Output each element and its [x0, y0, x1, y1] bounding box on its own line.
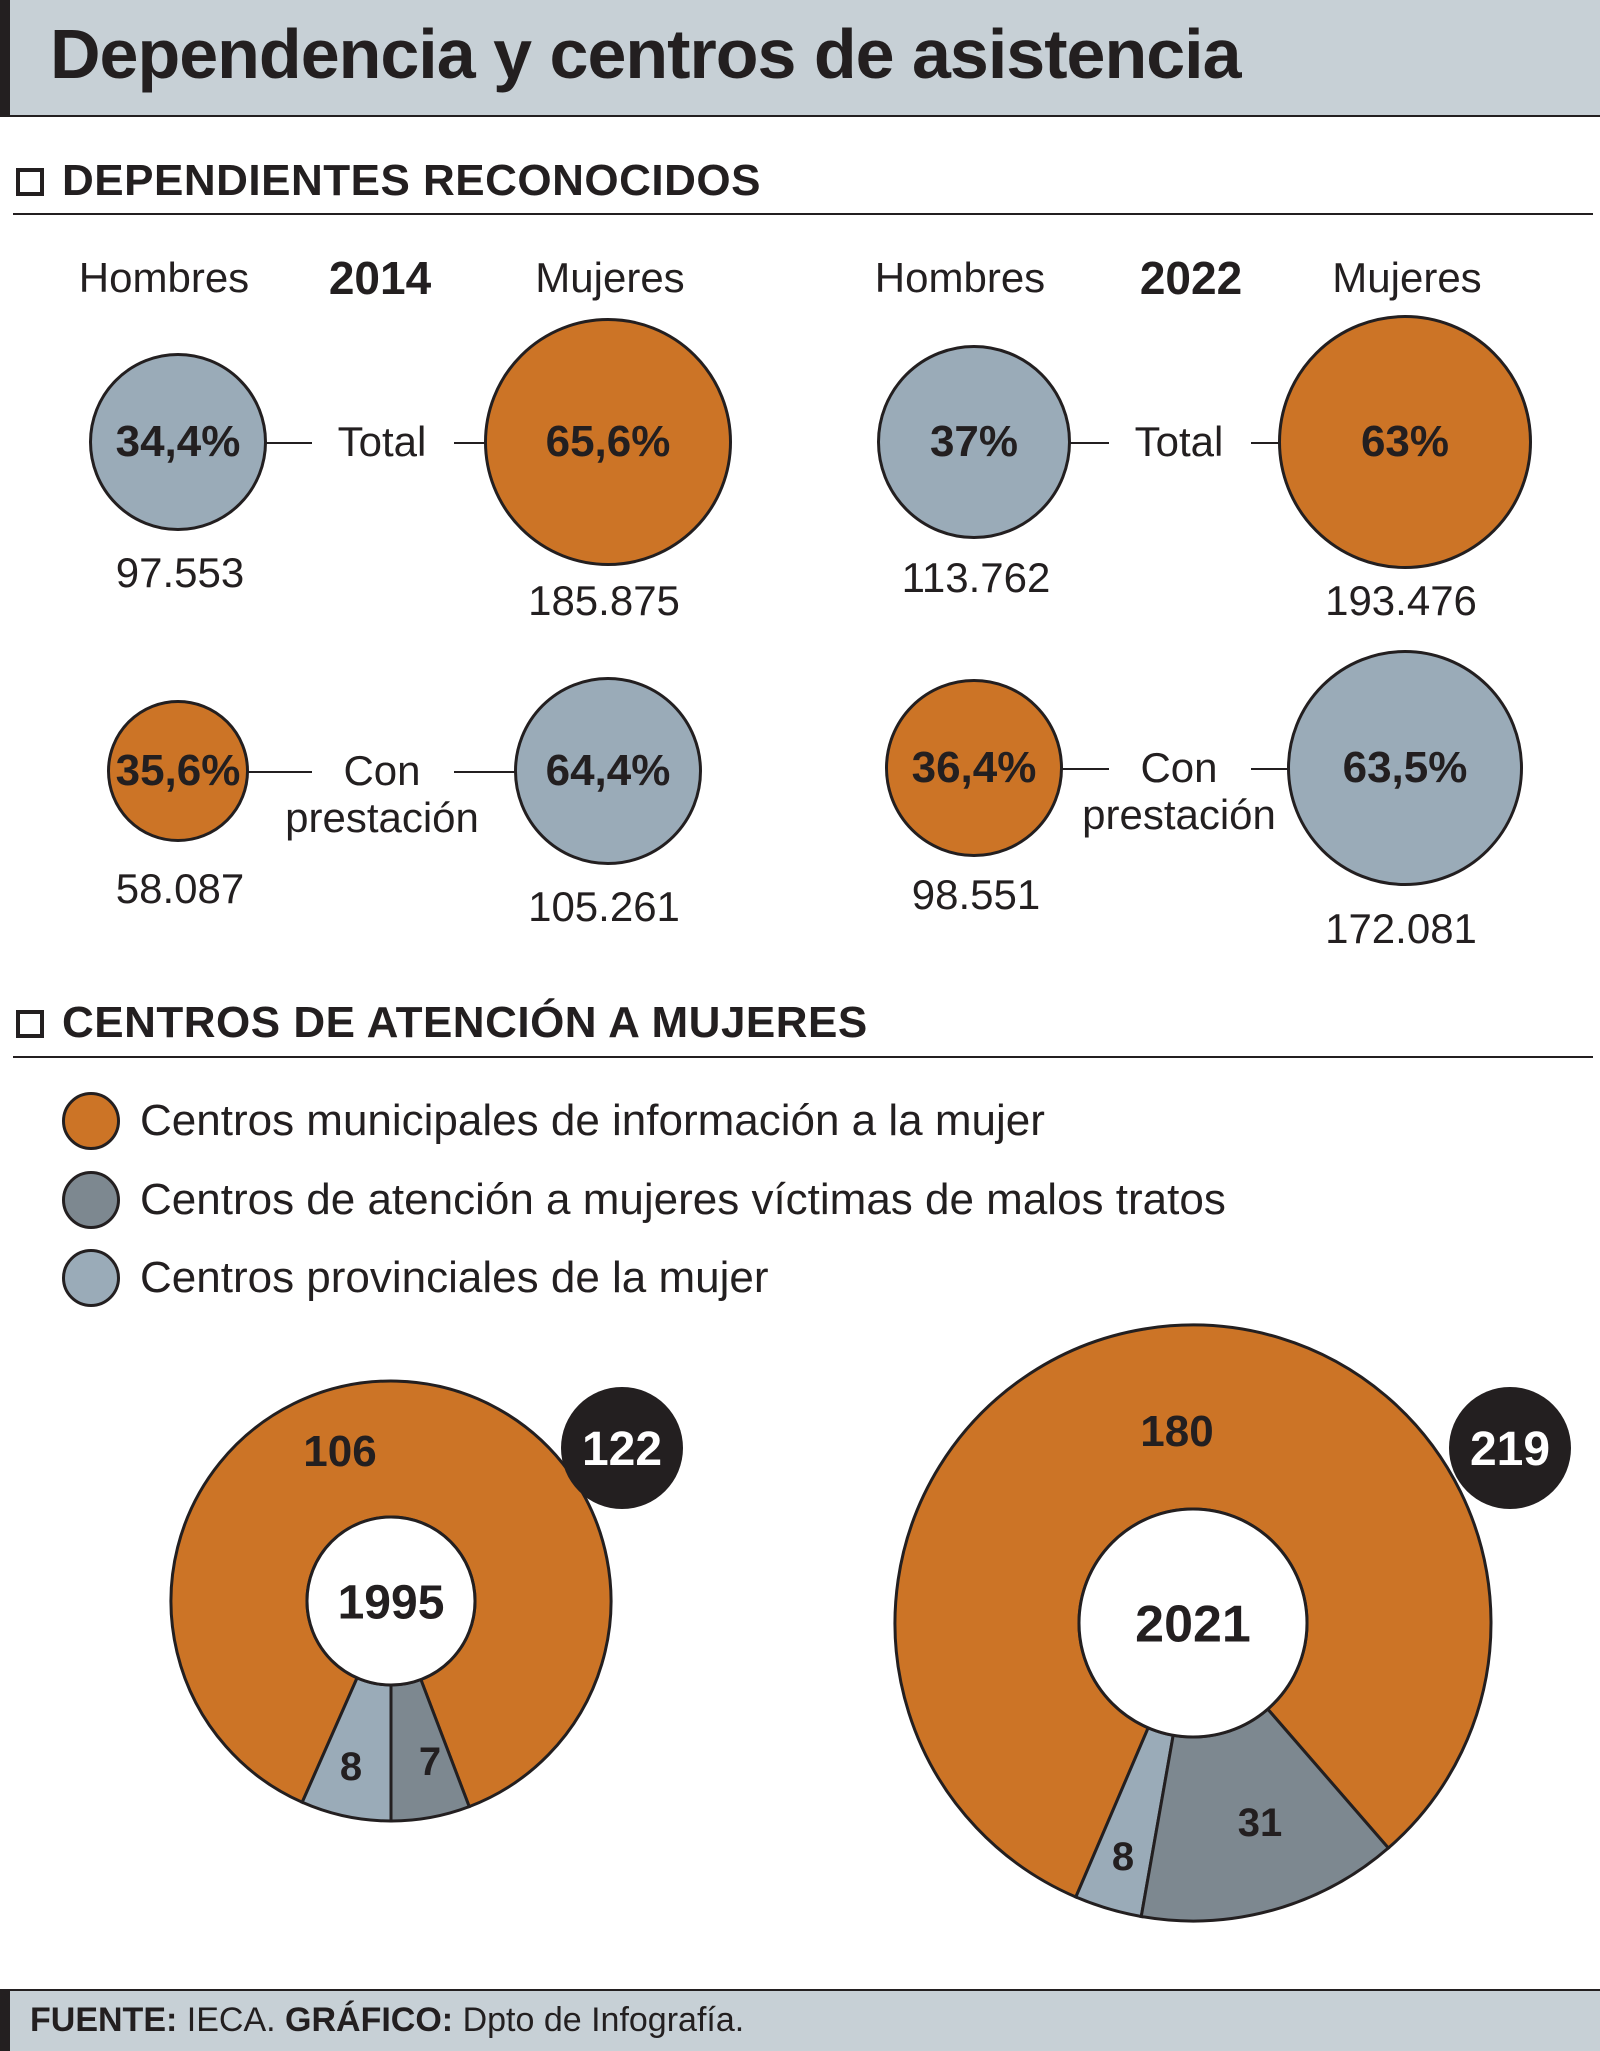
mujeres-total-pct: 65,6% [545, 417, 671, 466]
donut-hole [1077, 1507, 1309, 1739]
year-label: 2022 [1139, 252, 1243, 304]
slice-value-label: 7 [419, 1740, 441, 1784]
year-label: 2014 [328, 252, 432, 304]
connector-line [1251, 768, 1291, 770]
hombres-prestacion-count: 98.551 [911, 871, 1041, 918]
mujeres-total-pct: 63% [1360, 417, 1450, 466]
slice-value-label: 180 [1140, 1407, 1213, 1456]
hombres-total-count: 97.553 [115, 549, 245, 596]
section-title-dependientes: DEPENDIENTES RECONOCIDOS [62, 156, 761, 205]
con-label: Con [343, 747, 421, 794]
donut-year-label: 1995 [338, 1576, 445, 1629]
mujeres-total-circle: 63% [1278, 315, 1532, 569]
mujeres-total-circle: 65,6% [484, 318, 732, 566]
slice-value-label: 8 [1112, 1835, 1134, 1879]
mujeres-label: Mujeres [535, 254, 685, 301]
connector-line [1067, 442, 1109, 444]
mujeres-prestacion-circle: 64,4% [514, 677, 702, 865]
total-badge [1449, 1387, 1571, 1509]
mujeres-total-count: 193.476 [1325, 577, 1477, 624]
source-value: IECA. [177, 2001, 286, 2039]
hombres-prestacion-count: 58.087 [115, 865, 245, 912]
footer-band [0, 1989, 1600, 2051]
section-square-icon [16, 168, 44, 196]
section-divider [13, 213, 1593, 215]
prestacion-label: prestación [285, 794, 479, 841]
connector-line [263, 442, 312, 444]
footer-accent-bar [0, 1991, 10, 2051]
mujeres-prestacion-pct: 63,5% [1342, 743, 1468, 792]
section-title-centros: CENTROS DE ATENCIÓN A MUJERES [62, 998, 868, 1047]
mujeres-label: Mujeres [1332, 254, 1482, 301]
hombres-prestacion-circle: 35,6% [107, 700, 249, 842]
hombres-total-circle: 37% [877, 345, 1071, 539]
hombres-prestacion-circle: 36,4% [885, 679, 1063, 857]
slice-value-label: 8 [340, 1745, 362, 1789]
connector-line [454, 771, 518, 773]
total-label: Total [1134, 418, 1224, 465]
total-badge-value: 122 [582, 1423, 662, 1476]
footer-credits: FUENTE: IECA. GRÁFICO: Dpto de Infografí… [30, 2001, 744, 2040]
title-band [0, 0, 1600, 117]
slice-value-label: 31 [1238, 1801, 1283, 1845]
section-divider [13, 1056, 1593, 1058]
hombres-total-count: 113.762 [901, 554, 1051, 601]
donut-year-label: 2021 [1135, 1596, 1251, 1654]
graphic-label: GRÁFICO: [285, 2001, 454, 2039]
con-label: Con [1140, 744, 1218, 791]
hombres-total-pct: 34,4% [115, 417, 241, 466]
title-accent-bar [0, 0, 10, 117]
legend-label: Centros municipales de información a la … [140, 1096, 1045, 1145]
hombres-prestacion-pct: 36,4% [911, 743, 1037, 792]
connector-line [1251, 442, 1282, 444]
connector-line [1059, 768, 1109, 770]
section-square-icon [16, 1010, 44, 1038]
mujeres-prestacion-count: 105.261 [528, 883, 680, 930]
legend-swatch-municipales [62, 1092, 120, 1150]
hombres-total-pct: 37% [929, 417, 1019, 466]
total-badge [561, 1387, 683, 1509]
mujeres-prestacion-count: 172.081 [1325, 905, 1477, 952]
mujeres-total-count: 185.875 [528, 577, 680, 624]
connector-line [454, 442, 488, 444]
page-title: Dependencia y centros de asistencia [50, 15, 1242, 93]
legend-label: Centros provinciales de la mujer [140, 1253, 769, 1302]
total-label: Total [337, 418, 427, 465]
slice-value-label: 106 [303, 1427, 376, 1476]
connector-line [245, 771, 312, 773]
hombres-total-circle: 34,4% [89, 353, 267, 531]
legend-swatch-malos-tratos [62, 1171, 120, 1229]
legend-label: Centros de atención a mujeres víctimas d… [140, 1175, 1226, 1224]
graphic-value: Dpto de Infografía. [453, 2001, 745, 2039]
source-label: FUENTE: [30, 2001, 178, 2039]
mujeres-prestacion-circle: 63,5% [1287, 650, 1523, 886]
donut-hole [305, 1515, 477, 1687]
prestacion-label: prestación [1082, 791, 1276, 838]
hombres-prestacion-pct: 35,6% [115, 746, 241, 795]
mujeres-prestacion-pct: 64,4% [545, 746, 671, 795]
hombres-label: Hombres [874, 254, 1046, 301]
total-badge-value: 219 [1470, 1423, 1550, 1476]
legend-swatch-provinciales [62, 1249, 120, 1307]
hombres-label: Hombres [78, 254, 250, 301]
